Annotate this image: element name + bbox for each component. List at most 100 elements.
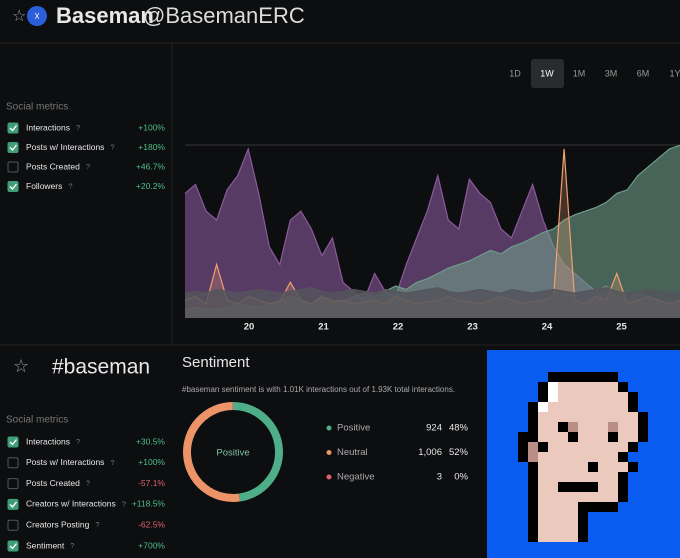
pixel xyxy=(548,402,558,412)
timeframe-selected[interactable] xyxy=(531,59,564,88)
pixel xyxy=(578,382,588,392)
metric-change: +180% xyxy=(138,142,165,152)
help-icon[interactable]: ? xyxy=(76,437,80,446)
help-icon[interactable]: ? xyxy=(76,123,80,132)
pixel xyxy=(588,482,598,492)
pixel xyxy=(608,432,618,442)
checkbox[interactable] xyxy=(7,142,19,153)
pixel xyxy=(518,452,528,462)
help-icon[interactable]: ? xyxy=(68,181,72,190)
pixel xyxy=(618,462,628,472)
pixel xyxy=(558,462,568,472)
timeframe-button[interactable]: 1M xyxy=(573,68,586,78)
metric-label: Creators w/ Interactions xyxy=(26,499,116,509)
avatar[interactable] xyxy=(27,6,47,26)
checkbox[interactable] xyxy=(7,478,19,490)
pixel xyxy=(608,502,618,512)
x-tick-label: 23 xyxy=(467,322,478,333)
pixel xyxy=(618,442,628,452)
pixel xyxy=(518,442,528,452)
x-tick-label: 25 xyxy=(616,322,627,333)
pixel xyxy=(538,382,548,392)
pixel xyxy=(568,392,578,402)
timeframe-button[interactable]: 1Y xyxy=(669,68,680,78)
pixel xyxy=(628,402,638,412)
pixel xyxy=(578,482,588,492)
pixel xyxy=(598,442,608,452)
pixel xyxy=(548,492,558,502)
pixel xyxy=(618,402,628,412)
metric-label: Posts w/ Interactions xyxy=(26,142,104,152)
pixel xyxy=(538,462,548,472)
checkbox[interactable] xyxy=(7,457,19,469)
help-icon[interactable]: ? xyxy=(86,162,90,171)
pixel xyxy=(588,402,598,412)
metric-label: Posts Created xyxy=(26,478,80,488)
pixel xyxy=(608,372,618,382)
star[interactable]: ☆ xyxy=(12,8,26,25)
checkbox[interactable] xyxy=(7,519,19,531)
pixel xyxy=(568,482,578,492)
x-tick-label: 21 xyxy=(318,322,329,333)
checkbox[interactable] xyxy=(7,498,19,510)
help-icon[interactable]: ? xyxy=(86,479,90,488)
help-icon[interactable]: ? xyxy=(122,499,126,508)
legend-dot xyxy=(326,474,332,480)
timeframe-button[interactable]: 1W xyxy=(540,68,554,78)
pixel xyxy=(548,432,558,442)
help-icon[interactable]: ? xyxy=(110,458,114,467)
metric-change: +100% xyxy=(138,122,165,132)
pixel xyxy=(598,432,608,442)
pixel xyxy=(588,492,598,502)
checkbox[interactable] xyxy=(7,181,19,192)
pixel xyxy=(608,382,618,392)
x-tick-label: 24 xyxy=(542,322,553,333)
metric-change: +700% xyxy=(138,540,165,550)
pixel xyxy=(578,432,588,442)
pixel xyxy=(548,472,558,482)
pixel xyxy=(558,402,568,412)
x-tick-label: 22 xyxy=(393,322,404,333)
pixel xyxy=(618,492,628,502)
metric-label: Creators Posting xyxy=(26,519,90,529)
pixel xyxy=(538,452,548,462)
pixel xyxy=(538,482,548,492)
pixel xyxy=(568,462,578,472)
pixel xyxy=(608,392,618,402)
pixel xyxy=(638,422,648,432)
pixel xyxy=(638,412,648,422)
pixel xyxy=(528,462,538,472)
metric-label: Posts Created xyxy=(26,161,80,171)
help-icon[interactable]: ? xyxy=(110,142,114,151)
timeframe-button[interactable]: 1D xyxy=(509,68,521,78)
legend-count: 1,006 xyxy=(418,447,442,458)
pixel xyxy=(538,392,548,402)
help-icon[interactable]: ? xyxy=(95,520,99,529)
metric-change: +100% xyxy=(138,457,165,467)
help-icon[interactable]: ? xyxy=(70,541,74,550)
metric-change: +118.5% xyxy=(132,499,166,509)
pixel xyxy=(588,412,598,422)
timeframe-button[interactable]: 3M xyxy=(605,68,618,78)
checkbox[interactable] xyxy=(7,436,19,448)
pixel xyxy=(528,432,538,442)
pixel xyxy=(628,432,638,442)
checkbox[interactable] xyxy=(7,122,19,134)
pixel-face xyxy=(518,372,648,542)
pixel xyxy=(538,412,548,422)
checkbox[interactable] xyxy=(7,540,19,552)
pixel xyxy=(628,422,638,432)
area-chart xyxy=(184,144,680,318)
pixel xyxy=(628,412,638,422)
star[interactable]: ☆ xyxy=(13,356,29,376)
pixel xyxy=(578,522,588,532)
legend-label: Negative xyxy=(337,472,375,483)
pixel xyxy=(608,412,618,422)
checkbox[interactable] xyxy=(7,161,19,173)
pixel xyxy=(618,412,628,422)
pixel xyxy=(578,462,588,472)
timeframe-button[interactable]: 6M xyxy=(637,68,650,78)
metric-change: -62.5% xyxy=(138,519,165,529)
pixel xyxy=(558,522,568,532)
pixel xyxy=(538,472,548,482)
